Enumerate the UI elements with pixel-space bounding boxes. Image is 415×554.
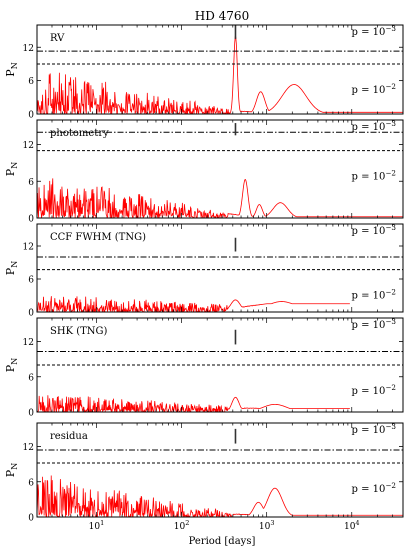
fap-label-1e-3: p = 10−3	[352, 223, 397, 237]
panel-frame	[36, 24, 404, 115]
y-tick-label: 12	[23, 141, 34, 151]
y-tick-label: 0	[28, 309, 34, 319]
fap-label-1e-2: p = 10−2	[352, 481, 396, 495]
panel-3: p = 10−3 p = 10−2 CCF FWHM (TNG) 0 6 12 PN	[4, 223, 404, 319]
y-tick-label: 0	[28, 514, 34, 524]
fap-label-1e-2: p = 10−2	[352, 169, 396, 183]
periodogram-line	[37, 395, 350, 412]
y-tick-label: 0	[28, 215, 34, 225]
y-tick-label: 0	[28, 111, 34, 121]
y-axis-label: PN	[4, 62, 19, 76]
x-tick-label: 104	[344, 519, 360, 532]
panel-label: SHK (TNG)	[50, 326, 108, 337]
panel-frame	[36, 223, 404, 313]
panel-label: photometry	[50, 128, 109, 139]
periodogram-line	[37, 36, 403, 114]
panel-1: p = 10−3 p = 10−2 RV 0 6 12 PN	[4, 24, 404, 121]
y-tick-label: 12	[23, 338, 34, 348]
y-tick-label: 6	[28, 77, 34, 87]
panel-label: residua	[50, 431, 88, 442]
fap-label-1e-2: p = 10−2	[352, 288, 396, 302]
figure-title: HD 4760	[195, 9, 249, 23]
y-tick-label: 12	[23, 44, 34, 54]
panel-5: p = 10−3 p = 10−2 residua 0 6 12 PN 101 102 103 10…	[4, 422, 404, 532]
panels-group: p = 10−3 p = 10−2 RV 0 6 12 PN p = 10−3 p = 10−2…	[4, 24, 404, 532]
x-tick-label: 102	[174, 519, 190, 532]
y-axis-label: PN	[4, 261, 19, 275]
fap-label-1e-3: p = 10−3	[352, 317, 397, 331]
y-tick-label: 12	[23, 443, 34, 453]
fap-label-1e-3: p = 10−3	[352, 422, 397, 436]
x-tick-label: 103	[259, 519, 275, 532]
y-axis-label: PN	[4, 463, 19, 477]
periodogram-line	[37, 296, 350, 312]
y-tick-label: 6	[28, 178, 34, 188]
panel-frame	[36, 317, 404, 413]
y-tick-label: 12	[23, 243, 34, 253]
y-tick-label: 6	[28, 373, 34, 383]
x-axis-label: Period [days]	[189, 536, 256, 547]
y-axis-label: PN	[4, 358, 19, 372]
y-tick-label: 6	[28, 478, 34, 488]
periodogram-line	[37, 475, 403, 517]
x-tick-label: 101	[89, 519, 105, 532]
panel-frame	[36, 422, 404, 518]
periodogram-line	[37, 178, 403, 218]
y-tick-label: 0	[28, 409, 34, 419]
fap-label-1e-2: p = 10−2	[352, 383, 396, 397]
y-tick-label: 6	[28, 276, 34, 286]
fap-label-1e-3: p = 10−3	[352, 119, 397, 133]
panel-4: p = 10−3 p = 10−2 SHK (TNG) 0 6 12 PN	[4, 317, 404, 419]
panel-2: p = 10−3 p = 10−2 photometry 0 6 12 PN	[4, 119, 404, 225]
panel-label: CCF FWHM (TNG)	[50, 232, 146, 243]
fap-label-1e-3: p = 10−3	[352, 24, 397, 38]
y-axis-label: PN	[4, 162, 19, 176]
fap-label-1e-2: p = 10−2	[352, 82, 396, 96]
panel-frame	[36, 119, 404, 219]
panel-label: RV	[50, 33, 65, 44]
